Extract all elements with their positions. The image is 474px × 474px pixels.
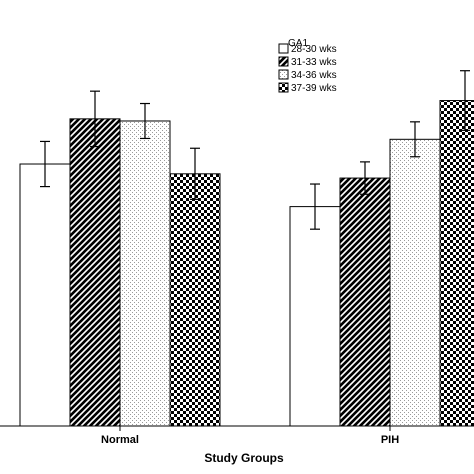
error-bar-pih-3 xyxy=(460,70,470,131)
bar-pih-0 xyxy=(289,206,341,427)
legend-item-1: 31-33 wks xyxy=(278,56,337,68)
x-tick-label-pih: PIH xyxy=(381,434,399,446)
error-bar-pih-2 xyxy=(410,121,420,158)
bars-group xyxy=(19,100,474,427)
legend-label-1: 31-33 wks xyxy=(291,57,337,68)
legend-item-2: 34-36 wks xyxy=(278,69,337,81)
legend-swatch-0 xyxy=(278,43,289,54)
bar-pih-3 xyxy=(439,100,474,427)
legend: GA1 28-30 wks 31-33 wks 34-36 wks 37-39 wks xyxy=(278,38,337,94)
legend-title: GA1 xyxy=(288,38,308,49)
bar-normal-1 xyxy=(69,118,121,427)
bar-pih-2 xyxy=(389,138,441,427)
error-bar-normal-2 xyxy=(140,102,150,140)
x-tick-label-normal: Normal xyxy=(101,434,139,446)
error-bar-normal-3 xyxy=(190,147,200,200)
legend-label-0: 28-30 wks xyxy=(291,44,337,55)
error-bar-pih-1 xyxy=(360,161,370,195)
legend-label-2: 34-36 wks xyxy=(291,70,337,81)
x-axis-label: Study Groups xyxy=(204,451,284,465)
legend-item-0: 28-30 wks xyxy=(278,43,337,55)
error-bars-group xyxy=(40,70,470,230)
legend-item-3: 37-39 wks xyxy=(278,82,337,94)
error-bar-normal-0 xyxy=(40,140,50,188)
x-ticks-group: Normal PIH xyxy=(101,426,399,446)
legend-swatch-2 xyxy=(278,69,289,80)
legend-swatch-1 xyxy=(278,56,289,67)
legend-swatch-3 xyxy=(278,82,289,93)
legend-label-3: 37-39 wks xyxy=(291,83,337,94)
bar-normal-0 xyxy=(19,163,71,427)
error-bar-normal-1 xyxy=(90,90,100,148)
bar-normal-3 xyxy=(169,173,221,427)
bar-normal-2 xyxy=(119,120,171,427)
error-bar-pih-0 xyxy=(310,183,320,230)
bar-pih-1 xyxy=(339,177,391,427)
